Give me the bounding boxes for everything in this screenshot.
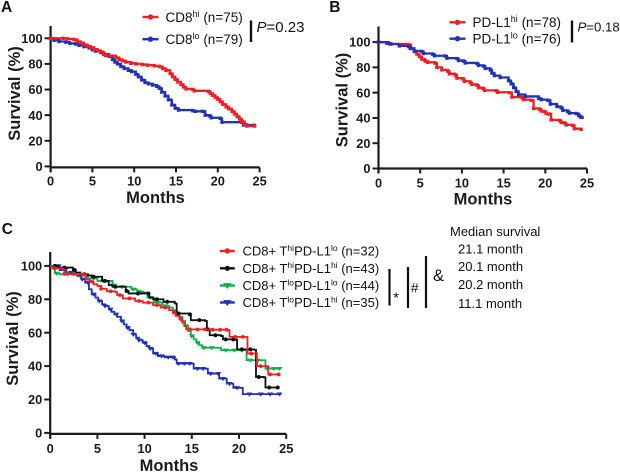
svg-text:100: 100 bbox=[21, 31, 42, 46]
svg-text:Median survival: Median survival bbox=[450, 224, 540, 239]
svg-text:60: 60 bbox=[28, 82, 42, 97]
svg-text:CD8+ Tlo PD-L1lo (n=44): CD8+ Tlo PD-L1lo (n=44) bbox=[243, 277, 380, 293]
svg-text:10: 10 bbox=[127, 174, 141, 189]
svg-text:0: 0 bbox=[363, 161, 370, 176]
svg-text:Survival (%): Survival (%) bbox=[334, 53, 352, 147]
svg-text:P=0.23: P=0.23 bbox=[257, 19, 305, 36]
svg-text:Months: Months bbox=[454, 191, 513, 209]
svg-text:20: 20 bbox=[356, 136, 370, 151]
svg-text:CD8hi (n=75): CD8hi (n=75) bbox=[166, 9, 243, 25]
svg-text:Months: Months bbox=[140, 457, 199, 472]
svg-text:15: 15 bbox=[496, 176, 510, 191]
svg-text:25: 25 bbox=[279, 441, 293, 456]
svg-text:0: 0 bbox=[375, 176, 382, 191]
svg-text:80: 80 bbox=[356, 60, 370, 75]
svg-text:CD8+ Thi PD-L1hi (n=43): CD8+ Thi PD-L1hi (n=43) bbox=[243, 260, 380, 276]
svg-text:100: 100 bbox=[349, 35, 370, 50]
svg-text:15: 15 bbox=[169, 174, 183, 189]
svg-text:A: A bbox=[1, 0, 12, 16]
svg-text:B: B bbox=[329, 0, 340, 16]
svg-text:CD8+ Thi PD-L1lo (n=32): CD8+ Thi PD-L1lo (n=32) bbox=[243, 243, 380, 259]
svg-text:80: 80 bbox=[28, 57, 42, 72]
svg-text:21.1 month: 21.1 month bbox=[458, 242, 523, 257]
svg-text:25: 25 bbox=[580, 176, 594, 191]
svg-text:60: 60 bbox=[356, 85, 370, 100]
svg-text:25: 25 bbox=[252, 174, 266, 189]
svg-text:C: C bbox=[2, 221, 13, 238]
svg-text:60: 60 bbox=[28, 325, 42, 340]
svg-text:20.1 month: 20.1 month bbox=[458, 259, 523, 274]
svg-text:0: 0 bbox=[47, 441, 54, 456]
svg-text:P=0.18: P=0.18 bbox=[578, 20, 620, 35]
svg-text:5: 5 bbox=[417, 176, 424, 191]
svg-text:#: # bbox=[411, 279, 419, 295]
svg-text:0: 0 bbox=[35, 159, 42, 174]
svg-text:*: * bbox=[393, 290, 399, 307]
svg-text:20: 20 bbox=[538, 176, 552, 191]
svg-text:15: 15 bbox=[185, 441, 199, 456]
svg-text:20: 20 bbox=[28, 392, 42, 407]
svg-text:100: 100 bbox=[21, 259, 42, 274]
svg-text:40: 40 bbox=[28, 108, 42, 123]
svg-text:10: 10 bbox=[137, 441, 151, 456]
svg-text:CD8+ Tlo PD-L1hi (n=35): CD8+ Tlo PD-L1hi (n=35) bbox=[243, 294, 380, 310]
svg-text:11.1 month: 11.1 month bbox=[458, 296, 522, 311]
svg-text:Survival (%): Survival (%) bbox=[4, 291, 22, 385]
svg-text:20: 20 bbox=[232, 441, 246, 456]
svg-text:40: 40 bbox=[356, 111, 370, 126]
svg-text:80: 80 bbox=[28, 292, 42, 307]
svg-text:CD8lo (n=79): CD8lo (n=79) bbox=[166, 31, 243, 47]
svg-text:Survival (%): Survival (%) bbox=[6, 46, 24, 140]
svg-text:40: 40 bbox=[28, 359, 42, 374]
svg-text:10: 10 bbox=[455, 176, 469, 191]
svg-text:5: 5 bbox=[89, 174, 96, 189]
svg-text:0: 0 bbox=[35, 426, 42, 441]
svg-text:PD-L1lo (n=76): PD-L1lo (n=76) bbox=[473, 31, 561, 47]
svg-text:5: 5 bbox=[94, 441, 101, 456]
svg-text:Months: Months bbox=[126, 189, 185, 207]
svg-text:0: 0 bbox=[47, 174, 54, 189]
svg-text:20: 20 bbox=[28, 133, 42, 148]
svg-text:PD-L1hi (n=78): PD-L1hi (n=78) bbox=[473, 14, 561, 30]
svg-text:20.2 month: 20.2 month bbox=[458, 277, 523, 292]
svg-text:20: 20 bbox=[211, 174, 225, 189]
svg-text:&: & bbox=[433, 267, 444, 285]
